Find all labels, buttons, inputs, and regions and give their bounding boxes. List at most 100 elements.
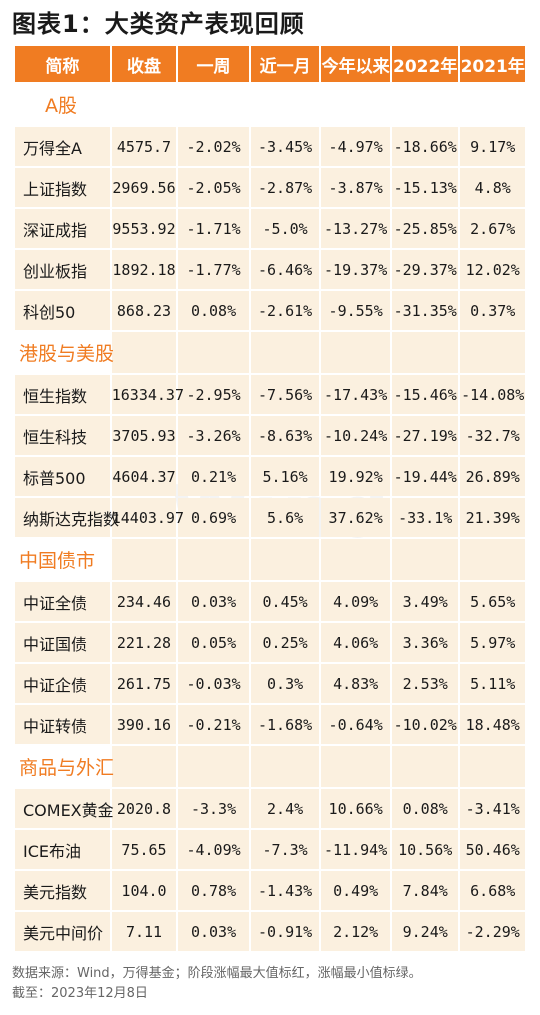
- value-cell: 0.08%: [391, 789, 459, 828]
- asset-name: 美元中间价: [15, 912, 110, 951]
- value-cell: 5.16%: [250, 457, 320, 496]
- value-cell: 4.83%: [321, 664, 390, 703]
- value-cell: -4.97%: [321, 127, 390, 166]
- header-row: 简称 收盘 一周 近一月 今年以来 2022年 2021年: [15, 46, 525, 82]
- value-cell: 50.46%: [460, 830, 525, 869]
- value-cell: -27.19%: [391, 416, 459, 455]
- value-cell: -3.45%: [250, 127, 320, 166]
- table-row: 恒生科技 3705.93 -3.26% -8.63% -10.24% -27.19% -32…: [15, 416, 525, 455]
- asset-name: 中证转债: [15, 705, 110, 744]
- value-cell: 19.92%: [321, 457, 390, 496]
- section-blank-cell: [111, 84, 177, 125]
- value-cell: 3.49%: [391, 582, 459, 621]
- section-blank-cell: [111, 332, 177, 373]
- value-cell: -1.43%: [250, 871, 320, 910]
- section-row: 港股与美股: [15, 332, 525, 373]
- section-blank-cell: [178, 539, 249, 580]
- section-row: A股: [15, 84, 525, 125]
- value-cell: 0.25%: [250, 623, 320, 662]
- value-cell: -2.95%: [178, 375, 249, 414]
- value-cell: 0.03%: [178, 582, 249, 621]
- value-cell: 16334.37: [111, 375, 184, 414]
- value-cell: 2.53%: [391, 664, 459, 703]
- column-header: 近一月: [250, 46, 320, 82]
- value-cell: -3.3%: [178, 789, 249, 828]
- asset-name: 中证全债: [15, 582, 110, 621]
- value-cell: -1.77%: [178, 250, 249, 289]
- table-row: 标普500 4604.37 0.21% 5.16% 19.92% -19.44% 26.89…: [15, 457, 525, 496]
- column-header: 今年以来: [321, 46, 390, 82]
- value-cell: 3705.93: [111, 416, 177, 455]
- value-cell: -7.56%: [250, 375, 320, 414]
- value-cell: 2.4%: [250, 789, 320, 828]
- value-cell: 4.09%: [321, 582, 390, 621]
- value-cell: -4.09%: [178, 830, 249, 869]
- section-blank-cell: [250, 746, 320, 787]
- value-cell: -3.41%: [460, 789, 525, 828]
- value-cell: 0.3%: [250, 664, 320, 703]
- table-row: ICE布油 75.65 -4.09% -7.3% -11.94% 10.56% 50.46%: [15, 830, 525, 869]
- value-cell: -18.66%: [391, 127, 459, 166]
- table-row: 纳斯达克指数 14403.97 0.69% 5.6% 37.62% -33.1% 21.39…: [15, 498, 525, 537]
- asset-name: 中证国债: [15, 623, 110, 662]
- value-cell: 0.78%: [178, 871, 249, 910]
- table-row: 上证指数 2969.56 -2.05% -2.87% -3.87% -15.13% 4.8%: [15, 168, 525, 207]
- value-cell: 3.36%: [391, 623, 459, 662]
- section-blank-cell: [250, 332, 320, 373]
- value-cell: 10.66%: [321, 789, 390, 828]
- value-cell: -15.13%: [391, 168, 459, 207]
- column-header: 收盘: [111, 46, 177, 82]
- value-cell: 12.02%: [460, 250, 525, 289]
- value-cell: -10.02%: [391, 705, 459, 744]
- section-blank-cell: [391, 84, 459, 125]
- value-cell: 0.49%: [321, 871, 390, 910]
- value-cell: 4575.7: [111, 127, 177, 166]
- section-blank-cell: [391, 746, 459, 787]
- value-cell: 0.45%: [250, 582, 320, 621]
- value-cell: 4604.37: [111, 457, 177, 496]
- value-cell: -3.26%: [178, 416, 249, 455]
- column-header: 简称: [15, 46, 110, 82]
- value-cell: -0.03%: [178, 664, 249, 703]
- section-blank-cell: [391, 539, 459, 580]
- table-row: 中证企债 261.75 -0.03% 0.3% 4.83% 2.53% 5.11%: [15, 664, 525, 703]
- value-cell: 10.56%: [391, 830, 459, 869]
- value-cell: 104.0: [111, 871, 177, 910]
- value-cell: 2969.56: [111, 168, 177, 207]
- asset-name: 标普500: [15, 457, 110, 496]
- column-header: 2022年: [391, 46, 459, 82]
- value-cell: -19.37%: [321, 250, 390, 289]
- value-cell: 2.67%: [460, 209, 525, 248]
- value-cell: 5.6%: [250, 498, 320, 537]
- value-cell: 5.97%: [460, 623, 525, 662]
- value-cell: -13.27%: [321, 209, 390, 248]
- section-blank-cell: [460, 84, 525, 125]
- value-cell: 9553.92: [111, 209, 177, 248]
- column-header: 一周: [178, 46, 249, 82]
- section-blank-cell: [321, 746, 390, 787]
- value-cell: 234.46: [111, 582, 177, 621]
- value-cell: 2020.8: [111, 789, 177, 828]
- value-cell: -5.0%: [250, 209, 320, 248]
- value-cell: 0.37%: [460, 291, 525, 330]
- value-cell: -2.02%: [178, 127, 249, 166]
- value-cell: 2.12%: [321, 912, 390, 951]
- value-cell: 7.11: [111, 912, 177, 951]
- value-cell: 4.06%: [321, 623, 390, 662]
- value-cell: 9.24%: [391, 912, 459, 951]
- value-cell: 75.65: [111, 830, 177, 869]
- value-cell: 221.28: [111, 623, 177, 662]
- asset-name: COMEX黄金: [15, 789, 114, 828]
- value-cell: -1.68%: [250, 705, 320, 744]
- section-title: 港股与美股: [15, 332, 114, 373]
- value-cell: -25.85%: [391, 209, 459, 248]
- value-cell: -29.37%: [391, 250, 459, 289]
- value-cell: -6.46%: [250, 250, 320, 289]
- table-row: COMEX黄金 2020.8 -3.3% 2.4% 10.66% 0.08% -3.41%: [15, 789, 525, 828]
- footnote: 数据来源：Wind，万得基金；阶段涨幅最大值标红，涨幅最小值标绿。 截至：202…: [12, 964, 422, 1004]
- asset-performance-table: 简称 收盘 一周 近一月 今年以来 2022年 2021年 A股 万得全A 4575.7 -2.0…: [13, 44, 527, 953]
- asset-name: 科创50: [15, 291, 110, 330]
- value-cell: -31.35%: [391, 291, 459, 330]
- table-row: 中证转债 390.16 -0.21% -1.68% -0.64% -10.02% 18.48…: [15, 705, 525, 744]
- section-blank-cell: [321, 332, 390, 373]
